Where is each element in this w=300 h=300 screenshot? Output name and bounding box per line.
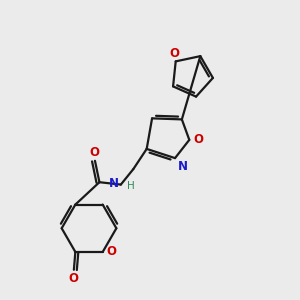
Text: O: O	[69, 272, 79, 285]
Text: O: O	[169, 47, 179, 60]
Text: N: N	[109, 177, 118, 190]
Text: O: O	[193, 134, 203, 146]
Text: N: N	[178, 160, 188, 172]
Text: H: H	[128, 182, 135, 191]
Text: O: O	[106, 245, 117, 258]
Text: O: O	[89, 146, 99, 159]
